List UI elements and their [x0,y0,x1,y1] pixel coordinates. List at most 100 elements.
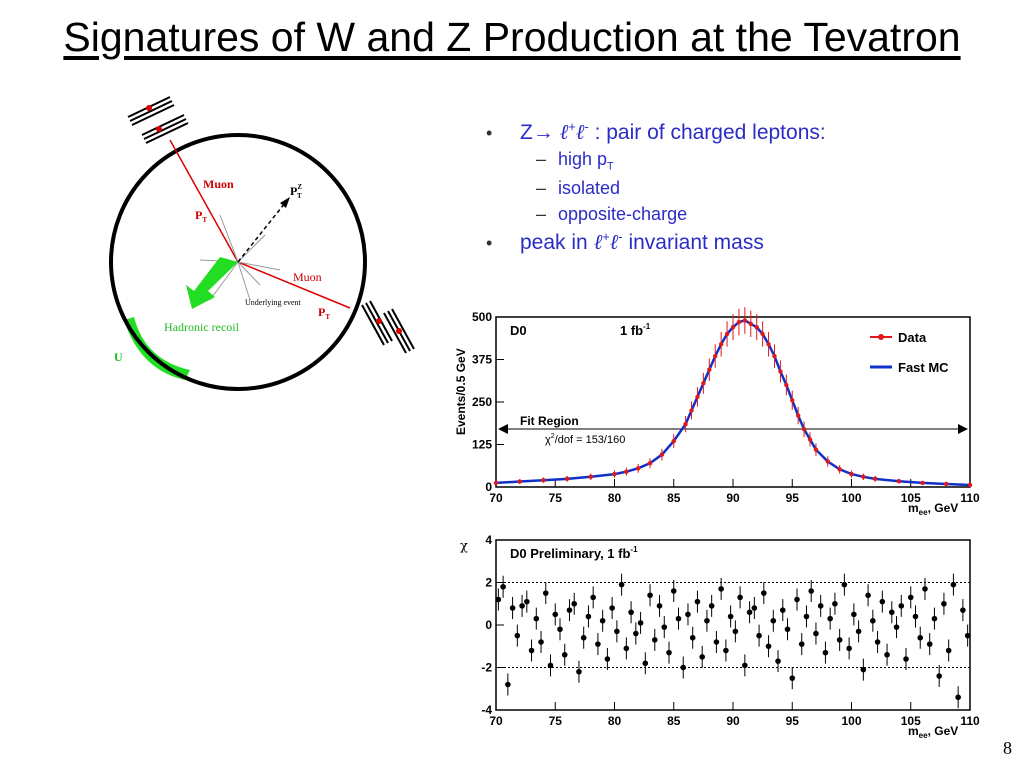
residual-point [500,583,506,590]
data-point [795,413,801,418]
residual-point [533,615,540,622]
residual-point [505,681,511,688]
residual-point [566,607,573,613]
residual-point [832,600,838,607]
pt-z-label: PZ T [290,183,302,200]
residual-point [898,603,905,609]
residual-point [798,641,805,647]
x-tick-label: 95 [786,491,800,505]
residual-point [651,637,658,643]
residual-point [656,603,663,609]
x-tick-label: 80 [608,491,622,505]
residual-point [557,626,563,633]
sub-bullet-high-pt: – high pT [536,149,614,173]
residual-point [590,594,596,601]
chi2-label: χ2/dof = 153/160 [545,433,625,446]
data-point [724,331,730,337]
muon-label-1: Muon [203,177,234,191]
residual-point [865,592,871,599]
residual-point [955,694,961,701]
residual-point [836,637,843,643]
mass-ylabel: Events/0.5 GeV [454,348,468,435]
residual-point [770,617,777,624]
data-point [849,471,854,477]
data-point [736,319,742,325]
data-point [754,325,759,330]
residual-point [855,628,862,635]
residual-point [604,656,611,662]
data-point [493,480,499,486]
residual-point [761,590,767,596]
residual-point [609,605,615,611]
mass-plot-frame [495,316,971,488]
residual-point [580,634,587,641]
bullet-marker: • [486,123,493,143]
data-point [873,476,878,482]
data-point [707,367,712,372]
pt-z-arrow [237,202,286,263]
residual-point [813,630,819,637]
data-point [718,342,724,347]
u-label: U [114,350,123,364]
residual-point [642,660,649,667]
data-point [807,437,813,442]
data-point [813,447,819,452]
sub-bullet-isolated: – isolated [536,177,621,198]
residual-point [694,598,701,605]
residual-point [633,630,639,637]
detector-event-diagram: Muon Muon PT PT PZ T Underlying event Had… [109,96,415,391]
data-point [659,452,665,457]
x-tick-label: 80 [608,714,622,728]
chi-ylabel: χ [460,539,468,554]
residual-point [637,620,644,626]
x-tick-label: 85 [667,491,681,505]
residual-point [931,615,938,622]
data-point [896,479,902,484]
residual-point [827,615,833,622]
pt-label-2: PT [318,305,330,321]
residual-point [618,581,625,588]
y-tick-label: 2 [485,576,492,590]
data-point [624,469,629,474]
muon-chamber-top [127,96,189,144]
data-point [760,331,765,337]
residual-point [713,639,720,645]
x-tick-label: 75 [549,491,563,505]
x-tick-label: 75 [549,714,563,728]
chi-plot-frame [495,539,971,711]
residual-point [699,654,705,660]
residual-point [917,634,924,641]
data-point [766,342,771,347]
data-point [517,479,522,484]
residual-point [879,598,886,605]
data-point [671,438,676,444]
residual-point [803,613,810,620]
data-point [564,476,570,482]
residual-point [756,632,762,639]
residual-point [922,586,928,592]
residual-point [732,628,739,635]
residual-point [623,645,630,652]
recoil-wedge [124,317,190,380]
residual-point [647,592,653,599]
underlying-event-tracks [199,214,281,301]
data-point [701,381,706,386]
data-point [588,474,593,479]
residual-point [599,617,606,624]
residual-point [893,624,900,630]
residual-point [576,668,582,675]
mass-xlabel: mee, GeV [908,501,958,517]
residual-point [926,641,933,647]
hadronic-recoil-label: Hadronic recoil [164,320,240,334]
mass-experiment-label: D0 [510,323,527,338]
x-tick-label: 100 [841,491,861,505]
residual-point [817,603,824,609]
y-tick-label: 0 [485,480,492,494]
x-tick-label: 95 [786,714,800,728]
chi-xlabel: mee, GeV [908,724,958,740]
data-point [772,353,777,359]
residual-point [822,649,829,656]
residual-point [561,651,568,658]
residual-point [675,615,682,622]
residual-point [538,639,544,645]
